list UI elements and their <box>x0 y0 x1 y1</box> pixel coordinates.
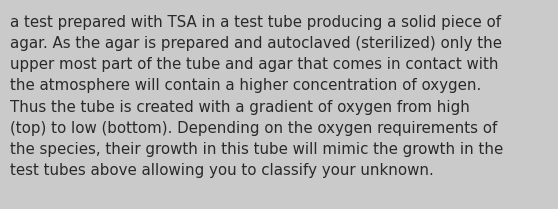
Text: a test prepared with TSA in a test tube producing a solid piece of
agar. As the : a test prepared with TSA in a test tube … <box>10 15 503 178</box>
